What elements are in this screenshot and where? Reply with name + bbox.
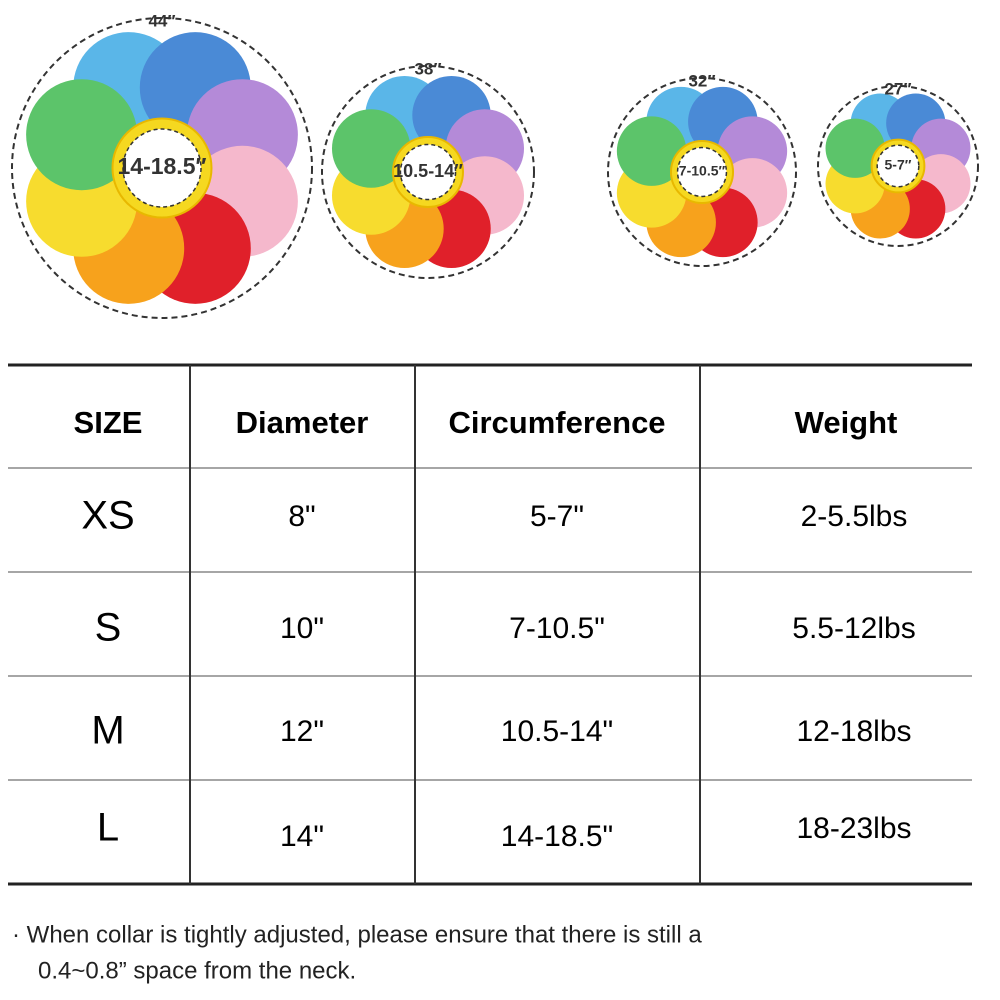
petal [331, 109, 411, 188]
value-cell: 10.5-14" [501, 715, 613, 748]
inner-size-label: 5-7″ [885, 157, 912, 173]
note-line: · When collar is tightly adjusted, pleas… [12, 921, 702, 948]
value-cell: 8" [288, 500, 315, 533]
flower: 44″ 14-18.5″ [11, 11, 313, 319]
outer-size-label: 32″ [688, 71, 715, 90]
value-cell: 5.5-12lbs [792, 612, 915, 645]
outer-outline [321, 65, 535, 279]
outer-outline [817, 85, 979, 247]
size-cell: L [97, 806, 119, 850]
value-cell: 14-18.5" [501, 820, 613, 853]
value-cell: 7-10.5" [509, 612, 605, 645]
petal [825, 118, 885, 178]
size-cell: S [95, 606, 122, 650]
size-cell: XS [81, 494, 134, 538]
value-cell: 2-5.5lbs [801, 500, 908, 533]
flower: 38″ 10.5-14″ [321, 59, 535, 279]
value-cell: 14" [280, 820, 324, 853]
note-line: 0.4~0.8” space from the neck. [38, 957, 356, 984]
header-cell: Diameter [236, 405, 369, 440]
flower: 27″ 5-7″ [817, 79, 979, 247]
value-cell: 5-7" [530, 500, 584, 533]
header-cell: Circumference [448, 405, 665, 440]
outer-outline [607, 77, 797, 267]
size-cell: M [91, 709, 124, 753]
inner-size-label: 7-10.5″ [679, 163, 726, 179]
value-cell: 12" [280, 715, 324, 748]
collar-hole [122, 128, 202, 208]
value-cell: 18-23lbs [796, 812, 911, 845]
outer-size-label: 27″ [884, 79, 911, 98]
outer-size-label: 38″ [414, 59, 441, 78]
header-cell: Weight [795, 405, 898, 440]
value-cell: 10" [280, 612, 324, 645]
flower: 32″ 7-10.5″ [607, 71, 797, 267]
collar-hole [676, 146, 728, 198]
outer-size-label: 44″ [148, 11, 175, 30]
petal [26, 79, 138, 191]
outer-outline [11, 17, 313, 319]
petal [616, 116, 687, 186]
collar-hole [399, 143, 457, 201]
inner-size-label: 10.5-14″ [393, 161, 463, 181]
size-table: SIZE Diameter Circumference Weight XS 8" 5-7" 2… [8, 363, 972, 886]
inner-size-label: 14-18.5″ [117, 153, 206, 179]
header-cell: SIZE [74, 405, 143, 440]
collar-hole [876, 144, 920, 188]
flower-illustrations: 44″ 14-18.5″ 38″ 10.5-14″ 32″ 7-10.5″ 27″ 5-7″ [11, 11, 979, 319]
value-cell: 12-18lbs [796, 715, 911, 748]
